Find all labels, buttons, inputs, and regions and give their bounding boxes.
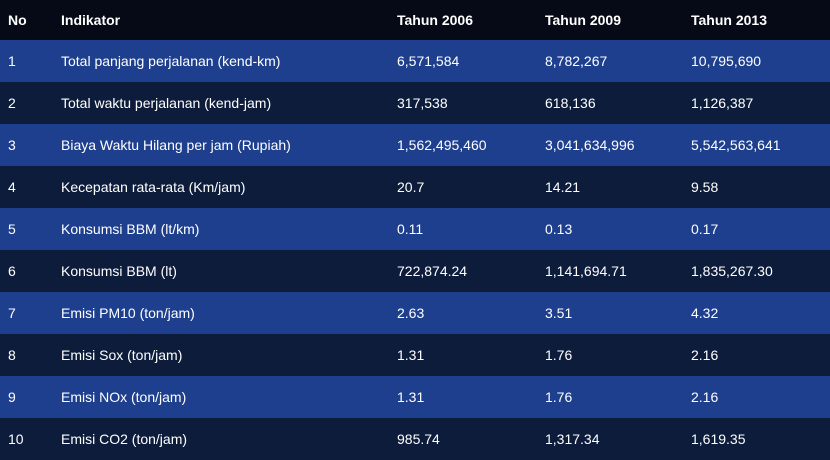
cell-tahun-2009: 3,041,634,996 (545, 137, 635, 153)
cell-indikator: Emisi Sox (ton/jam) (61, 347, 183, 363)
cell-indikator: Konsumsi BBM (lt) (61, 263, 177, 279)
cell-tahun-2006: 1.31 (397, 347, 425, 363)
header-indikator: Indikator (61, 12, 121, 28)
cell-tahun-2009: 0.13 (545, 221, 573, 237)
table-row: 6 Konsumsi BBM (lt) 722,874.24 1,141,694… (0, 250, 830, 292)
cell-tahun-2013: 4.32 (691, 305, 719, 321)
cell-tahun-2013: 1,619.35 (691, 431, 746, 447)
header-tahun-2006: Tahun 2006 (397, 12, 473, 28)
cell-no: 9 (8, 389, 16, 405)
cell-no: 10 (8, 431, 24, 447)
cell-tahun-2009: 3.51 (545, 305, 573, 321)
table-row: 1 Total panjang perjalanan (kend-km) 6,5… (0, 40, 830, 82)
cell-no: 2 (8, 95, 16, 111)
cell-indikator: Emisi CO2 (ton/jam) (61, 431, 188, 447)
cell-tahun-2013: 5,542,563,641 (691, 137, 781, 153)
cell-tahun-2009: 1.76 (545, 347, 573, 363)
cell-no: 8 (8, 347, 16, 363)
cell-tahun-2013: 2.16 (691, 347, 719, 363)
table-row: 9 Emisi NOx (ton/jam) 1.31 1.76 2.16 (0, 376, 830, 418)
cell-no: 3 (8, 137, 16, 153)
table-row: 4 Kecepatan rata-rata (Km/jam) 20.7 14.2… (0, 166, 830, 208)
cell-tahun-2006: 2.63 (397, 305, 425, 321)
cell-indikator: Emisi NOx (ton/jam) (61, 389, 187, 405)
cell-tahun-2006: 985.74 (397, 431, 440, 447)
cell-tahun-2006: 6,571,584 (397, 53, 460, 69)
cell-tahun-2009: 14.21 (545, 179, 581, 195)
cell-tahun-2009: 1.76 (545, 389, 573, 405)
header-tahun-2013: Tahun 2013 (691, 12, 767, 28)
cell-no: 7 (8, 305, 16, 321)
cell-tahun-2006: 20.7 (397, 179, 425, 195)
cell-tahun-2006: 317,538 (397, 95, 448, 111)
cell-indikator: Emisi PM10 (ton/jam) (61, 305, 195, 321)
cell-indikator: Biaya Waktu Hilang per jam (Rupiah) (61, 137, 291, 153)
cell-no: 1 (8, 53, 16, 69)
cell-tahun-2013: 1,835,267.30 (691, 263, 773, 279)
header-tahun-2009: Tahun 2009 (545, 12, 621, 28)
cell-tahun-2013: 1,126,387 (691, 95, 754, 111)
cell-tahun-2009: 618,136 (545, 95, 596, 111)
cell-indikator: Kecepatan rata-rata (Km/jam) (61, 179, 246, 195)
cell-indikator: Total waktu perjalanan (kend-jam) (61, 95, 272, 111)
cell-indikator: Konsumsi BBM (lt/km) (61, 221, 200, 237)
table-header-row: No Indikator Tahun 2006 Tahun 2009 Tahun… (0, 0, 830, 40)
table-row: 7 Emisi PM10 (ton/jam) 2.63 3.51 4.32 (0, 292, 830, 334)
table-row: 2 Total waktu perjalanan (kend-jam) 317,… (0, 82, 830, 124)
cell-tahun-2009: 1,141,694.71 (545, 263, 627, 279)
table-row: 3 Biaya Waktu Hilang per jam (Rupiah) 1,… (0, 124, 830, 166)
table-row: 10 Emisi CO2 (ton/jam) 985.74 1,317.34 1… (0, 418, 830, 460)
cell-tahun-2009: 1,317.34 (545, 431, 600, 447)
table-row: 5 Konsumsi BBM (lt/km) 0.11 0.13 0.17 (0, 208, 830, 250)
table-row: 8 Emisi Sox (ton/jam) 1.31 1.76 2.16 (0, 334, 830, 376)
cell-no: 6 (8, 263, 16, 279)
cell-tahun-2013: 10,795,690 (691, 53, 762, 69)
cell-no: 5 (8, 221, 16, 237)
cell-tahun-2013: 0.17 (691, 221, 719, 237)
cell-tahun-2013: 2.16 (691, 389, 719, 405)
cell-tahun-2006: 1,562,495,460 (397, 137, 487, 153)
cell-tahun-2013: 9.58 (691, 179, 719, 195)
cell-tahun-2006: 1.31 (397, 389, 425, 405)
cell-tahun-2006: 0.11 (397, 221, 424, 237)
cell-tahun-2009: 8,782,267 (545, 53, 608, 69)
header-no: No (8, 12, 27, 28)
cell-indikator: Total panjang perjalanan (kend-km) (61, 53, 281, 69)
cell-no: 4 (8, 179, 16, 195)
cell-tahun-2006: 722,874.24 (397, 263, 468, 279)
